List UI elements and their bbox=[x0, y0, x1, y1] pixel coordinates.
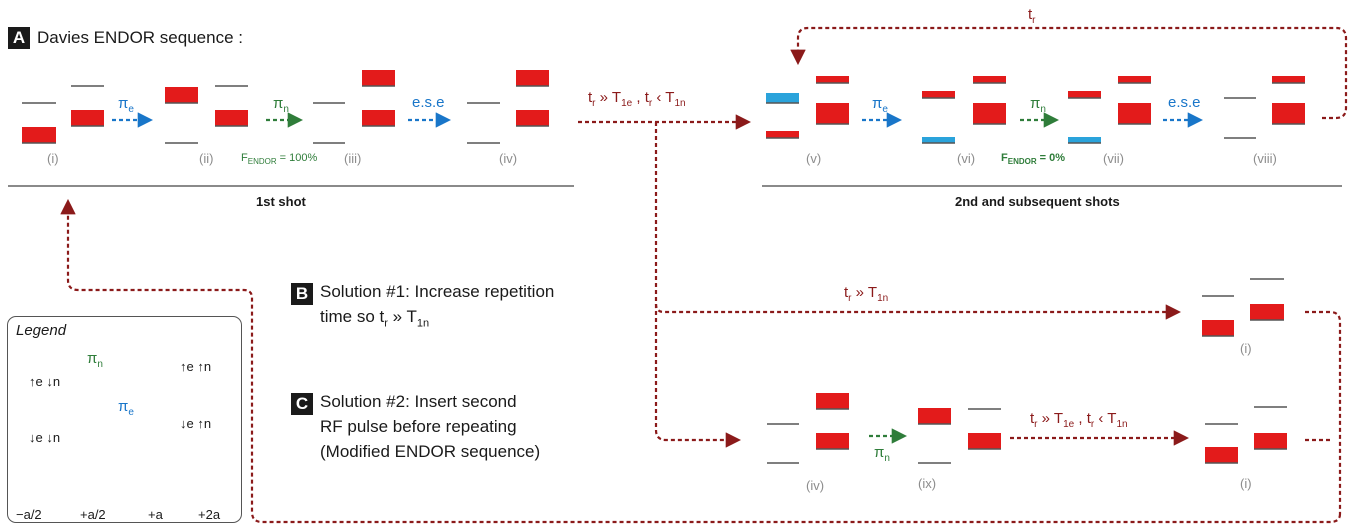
population-block bbox=[165, 87, 198, 103]
pulse-n-label-2: πn bbox=[1030, 95, 1046, 115]
solution-b-path bbox=[654, 122, 1182, 320]
population-block bbox=[922, 91, 955, 98]
panel-c-line1: Solution #2: Insert second bbox=[320, 392, 517, 411]
panel-b-arrow-label: tr » T1n bbox=[844, 284, 889, 304]
pulse-n-label-c: πn bbox=[874, 444, 890, 464]
population-block bbox=[1068, 91, 1101, 98]
population-block bbox=[816, 393, 849, 409]
population-block bbox=[816, 103, 849, 124]
population-block bbox=[816, 76, 849, 83]
tr-loop-label: tr bbox=[1028, 6, 1036, 26]
state-down-e-down-n: ↓e ↓n bbox=[29, 430, 61, 445]
population-block bbox=[922, 137, 955, 143]
population-block bbox=[1250, 304, 1284, 320]
population-block bbox=[516, 70, 549, 86]
stage-label: (iv) bbox=[806, 478, 825, 493]
ese-label-2: e.s.e bbox=[1168, 94, 1201, 111]
panel-c-badge: C bbox=[291, 393, 313, 415]
population-block bbox=[1205, 447, 1238, 463]
relax-condition-top: tr » T1e , tr ‹ T1n bbox=[588, 89, 686, 109]
legend-pulse-e-label: πe bbox=[118, 398, 134, 418]
relax-condition-c: tr » T1e , tr ‹ T1n bbox=[1030, 410, 1128, 430]
population-block bbox=[918, 408, 951, 424]
panel-b-line1: Solution #1: Increase repetition bbox=[320, 282, 555, 301]
population-block bbox=[973, 76, 1006, 83]
panel-b-badge: B bbox=[291, 283, 313, 305]
population-block bbox=[362, 70, 395, 86]
return-loop-path bbox=[60, 198, 1342, 524]
population-block bbox=[362, 110, 395, 126]
state-up-e-down-n: ↑e ↓n bbox=[29, 374, 61, 389]
population-block bbox=[766, 93, 799, 103]
stage-label: (iii) bbox=[344, 151, 362, 166]
panel-a-badge: A bbox=[8, 27, 30, 49]
pulse-n-label-1: πn bbox=[273, 95, 289, 115]
population-block bbox=[1068, 137, 1101, 143]
stage-label: (vi) bbox=[957, 151, 976, 166]
panel-b-line2: time so tr » T1n bbox=[320, 307, 430, 330]
population-label: +a/2 bbox=[80, 507, 106, 522]
stage-label: (iv) bbox=[499, 151, 518, 166]
state-up-e-up-n: ↑e ↑n bbox=[180, 359, 212, 374]
stage-label: (i) bbox=[1240, 476, 1252, 491]
tr-loop-path bbox=[790, 26, 1348, 120]
pulse-e-label-2: πe bbox=[872, 95, 888, 115]
legend-title: Legend bbox=[16, 322, 67, 339]
population-block bbox=[22, 127, 56, 143]
population-label: +2a bbox=[198, 507, 221, 522]
second-shot-label: 2nd and subsequent shots bbox=[955, 194, 1120, 209]
population-block bbox=[516, 110, 549, 126]
population-block bbox=[816, 433, 849, 449]
stage-label: (ix) bbox=[918, 476, 937, 491]
population-block bbox=[1118, 103, 1151, 124]
population-label: −a/2 bbox=[16, 507, 42, 522]
population-block bbox=[71, 110, 104, 126]
population-block bbox=[1118, 76, 1151, 83]
panel-c-line3: (Modified ENDOR sequence) bbox=[320, 442, 541, 461]
population-block bbox=[1272, 103, 1305, 124]
panel-a-title: Davies ENDOR sequence : bbox=[37, 28, 243, 47]
population-block bbox=[766, 131, 799, 138]
population-block bbox=[1254, 433, 1287, 449]
stage-label: (ii) bbox=[199, 151, 214, 166]
solution-c-path bbox=[654, 304, 742, 448]
population-block bbox=[1202, 320, 1234, 336]
legend-box bbox=[7, 316, 242, 523]
population-block bbox=[215, 110, 248, 126]
f-endor-0: FENDOR = 0% bbox=[1001, 152, 1066, 167]
stage-label: (i) bbox=[47, 151, 59, 166]
stage-label: (viii) bbox=[1253, 151, 1277, 166]
return-path-b bbox=[1305, 310, 1342, 514]
population-block bbox=[973, 103, 1006, 124]
legend-pulse-n-label: πn bbox=[87, 350, 103, 370]
stage-label: (v) bbox=[806, 151, 822, 166]
state-down-e-up-n: ↓e ↑n bbox=[180, 416, 212, 431]
population-block bbox=[968, 433, 1001, 449]
population-label: +a bbox=[148, 507, 163, 522]
first-shot-label: 1st shot bbox=[256, 194, 306, 209]
ese-label-1: e.s.e bbox=[412, 94, 445, 111]
panel-c-line2: RF pulse before repeating bbox=[320, 417, 517, 436]
stage-label: (vii) bbox=[1103, 151, 1124, 166]
f-endor-100: FENDOR = 100% bbox=[241, 152, 318, 167]
population-block bbox=[1272, 76, 1305, 83]
pulse-e-label-1: πe bbox=[118, 95, 134, 115]
stage-label: (i) bbox=[1240, 341, 1252, 356]
